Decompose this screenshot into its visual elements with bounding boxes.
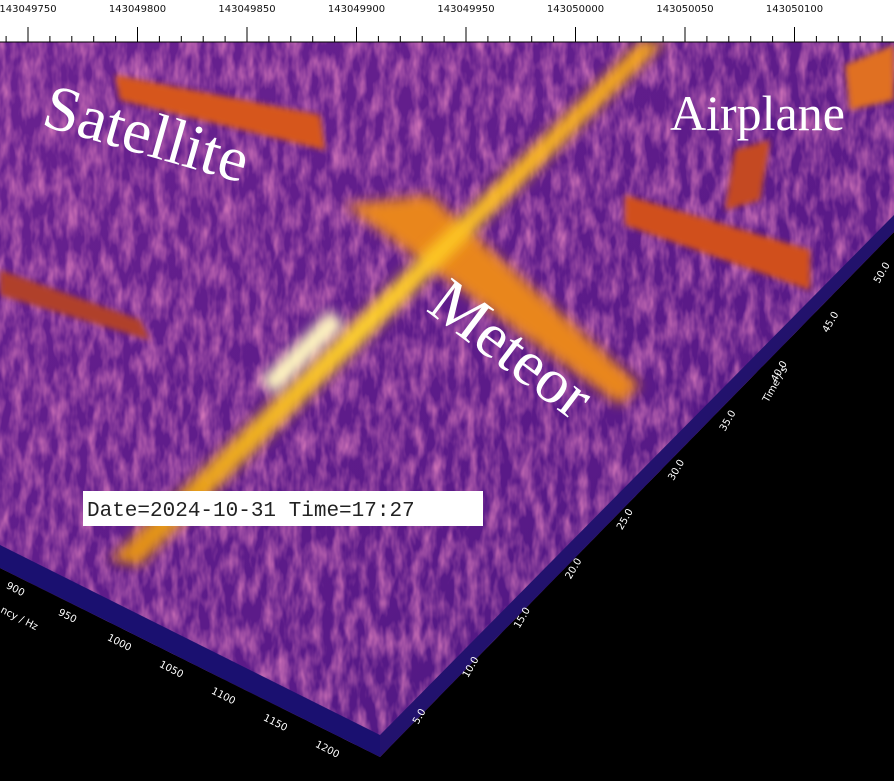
meteor-peak — [260, 310, 345, 395]
tick-label: 143050000 — [547, 4, 604, 15]
timestamp: Date=2024-10-31 Time=17:27 — [87, 500, 415, 523]
satellite-trace — [115, 75, 325, 150]
annotation: Airplane — [670, 85, 845, 141]
tick-label: 143050100 — [766, 4, 823, 15]
tick-label: 143049900 — [328, 4, 385, 15]
edge-front — [0, 545, 380, 757]
timestamp-box — [83, 491, 483, 526]
top-axis-band — [0, 0, 894, 42]
tick-label: 143049950 — [437, 4, 494, 15]
tick-label: 143049850 — [218, 4, 275, 15]
tick-label: 143049800 — [109, 4, 166, 15]
top-axis: 143049750 143049800 143049850 143049900 1430… — [0, 4, 883, 42]
tick-label: 143049750 — [0, 4, 57, 15]
trace — [345, 195, 640, 405]
tick-label: 143050050 — [656, 4, 713, 15]
airplane-trace — [725, 140, 770, 210]
trace — [0, 270, 150, 340]
airplane-trace — [845, 45, 894, 110]
meteor-trace — [110, 42, 665, 565]
edge-right — [380, 215, 894, 757]
airplane-trace — [625, 195, 810, 290]
